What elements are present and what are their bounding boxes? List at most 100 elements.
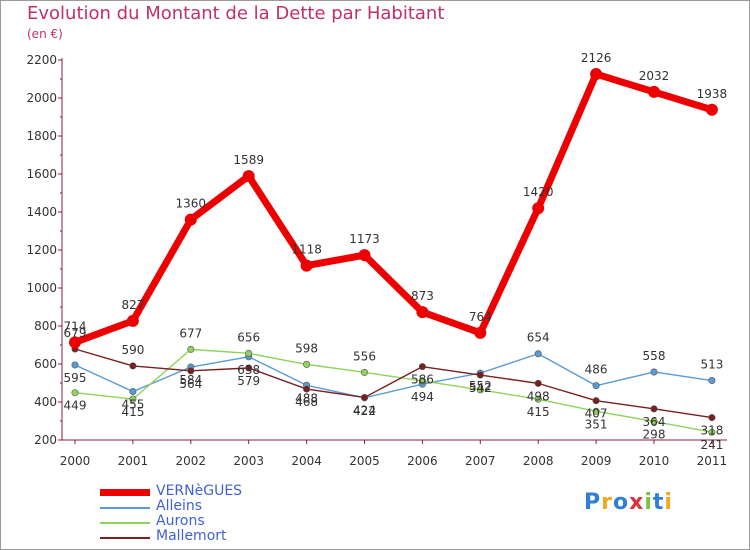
- legend-item: VERNèGUES: [100, 483, 300, 501]
- data-point: [650, 368, 658, 376]
- y-tick-label: 200: [34, 433, 57, 447]
- y-tick-label: 400: [34, 395, 57, 409]
- data-label: 364: [643, 415, 666, 429]
- data-point: [129, 395, 137, 403]
- data-point: [650, 417, 658, 425]
- proxiti-logo: Proxiti: [584, 490, 673, 515]
- data-label: 513: [700, 358, 723, 372]
- data-label: 656: [237, 330, 260, 344]
- data-label: 542: [469, 381, 492, 395]
- data-label: 498: [527, 389, 550, 403]
- data-point: [650, 405, 658, 413]
- data-point: [592, 397, 600, 405]
- chart-title: Evolution du Montant de la Dette par Hab…: [27, 3, 445, 24]
- data-point: [534, 395, 542, 403]
- data-label: 654: [527, 331, 550, 345]
- x-tick-label: 2011: [697, 454, 728, 468]
- data-label: 424: [353, 403, 376, 417]
- data-point: [648, 85, 660, 98]
- legend-swatch: [100, 507, 150, 509]
- data-label: 584: [179, 373, 202, 387]
- legend-label: Mallemort: [156, 528, 227, 544]
- data-label: 590: [121, 343, 144, 357]
- y-tick-label: 2200: [26, 53, 57, 67]
- legend-item: Aurons: [100, 513, 300, 531]
- data-label: 556: [353, 349, 376, 363]
- data-label: 1118: [291, 243, 322, 257]
- data-label: 1173: [349, 232, 380, 246]
- logo-letter: r: [601, 490, 613, 515]
- data-label: 586: [411, 373, 434, 387]
- data-point: [418, 377, 426, 385]
- data-point: [129, 362, 137, 370]
- data-point: [303, 385, 311, 393]
- data-point: [476, 386, 484, 394]
- data-point: [187, 345, 195, 353]
- data-label: 564: [179, 377, 202, 391]
- data-label: 241: [700, 438, 723, 452]
- data-label: 764: [469, 310, 492, 324]
- data-point: [418, 363, 426, 371]
- legend-label: Aurons: [156, 513, 205, 529]
- x-tick-label: 2006: [407, 454, 438, 468]
- logo-letter: P: [584, 490, 602, 515]
- x-tick-label: 2000: [60, 454, 91, 468]
- y-tick-label: 1000: [26, 281, 57, 295]
- data-label: 1420: [523, 185, 554, 199]
- x-tick-label: 2001: [118, 454, 149, 468]
- data-label: 468: [295, 395, 318, 409]
- x-tick-label: 2008: [523, 454, 554, 468]
- data-point: [129, 388, 137, 396]
- y-tick-label: 600: [34, 357, 57, 371]
- data-point: [126, 314, 139, 327]
- x-tick-label: 2005: [349, 454, 380, 468]
- x-tick-label: 2004: [291, 454, 322, 468]
- data-label: 598: [295, 341, 318, 355]
- series-line-Alleins: [74, 353, 713, 399]
- x-tick-label: 2003: [233, 454, 264, 468]
- legend-swatch: [100, 537, 150, 539]
- data-point: [71, 389, 79, 397]
- data-point: [358, 249, 371, 262]
- data-point: [590, 68, 603, 81]
- data-label: 1360: [176, 197, 207, 211]
- data-label: 494: [411, 390, 434, 404]
- logo-letter: t: [652, 490, 665, 515]
- data-label: 579: [237, 374, 260, 388]
- legend-item: Mallemort: [100, 528, 300, 546]
- data-label: 638: [237, 363, 260, 377]
- data-point: [303, 360, 311, 368]
- data-label: 455: [121, 398, 144, 412]
- data-point: [71, 361, 79, 369]
- data-point: [708, 377, 716, 385]
- data-point: [245, 364, 253, 372]
- data-label: 2032: [639, 69, 670, 83]
- data-label: 873: [411, 289, 434, 303]
- legend-label: Alleins: [156, 498, 203, 514]
- data-point: [708, 414, 716, 422]
- data-label: 449: [64, 399, 87, 413]
- data-label: 827: [121, 298, 144, 312]
- y-tick-label: 1600: [26, 167, 57, 181]
- logo-letter: o: [612, 490, 630, 515]
- legend-item: Alleins: [100, 498, 300, 516]
- logo-letter: i: [644, 490, 653, 515]
- data-point: [360, 393, 368, 401]
- data-label: 422: [353, 404, 376, 418]
- data-point: [360, 368, 368, 376]
- data-label: 488: [295, 391, 318, 405]
- data-label: 415: [527, 405, 550, 419]
- data-point: [534, 379, 542, 387]
- data-point: [705, 103, 718, 116]
- data-label: 714: [64, 319, 87, 333]
- data-point: [476, 371, 484, 379]
- y-tick-label: 1200: [26, 243, 57, 257]
- x-tick-label: 2009: [581, 454, 612, 468]
- x-tick-label: 2002: [176, 454, 207, 468]
- data-point: [69, 336, 81, 349]
- legend-label: VERNèGUES: [156, 483, 243, 499]
- data-label: 1938: [697, 87, 728, 101]
- y-tick-label: 2000: [26, 91, 57, 105]
